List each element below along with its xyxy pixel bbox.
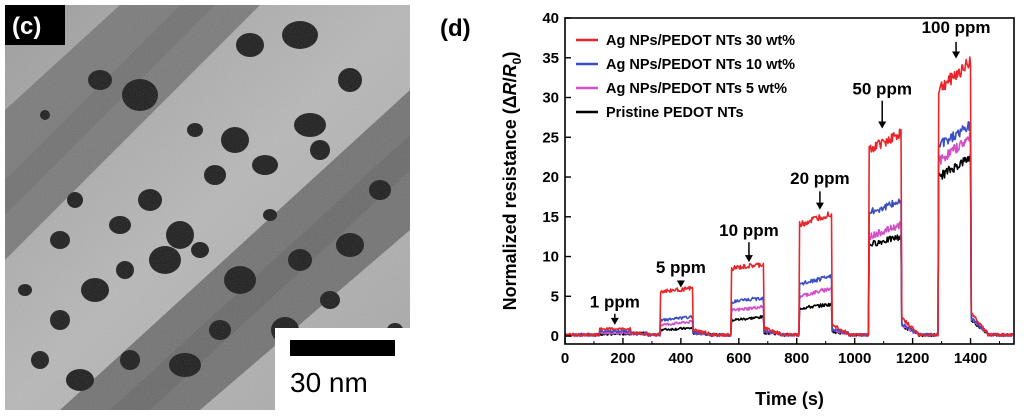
x-tick-label-5: 1000 bbox=[838, 350, 871, 367]
tem-image: (c) 30 nm bbox=[5, 5, 410, 410]
pulse-arrow-head-2 bbox=[744, 255, 753, 263]
y-axis-label-slash: / bbox=[500, 77, 520, 82]
legend: Ag NPs/PEDOT NTs 30 wt% Ag NPs/PEDOT NTs … bbox=[576, 33, 795, 121]
plot-frame bbox=[564, 17, 1015, 345]
x-tick-label-7: 1400 bbox=[954, 350, 987, 367]
pulse-arrow-head-4 bbox=[878, 121, 887, 129]
y-tick-label-2: 10 bbox=[542, 249, 559, 266]
y-tick-label-8: 40 bbox=[542, 10, 559, 27]
y-tick-label-4: 20 bbox=[542, 169, 559, 186]
panel-c-label: (c) bbox=[12, 13, 41, 40]
pulse-label-5: 100 ppm bbox=[922, 18, 991, 37]
y-axis-label-r: R bbox=[500, 82, 520, 95]
pulse-label-4: 50 ppm bbox=[852, 79, 912, 98]
y-axis-label-delta: Δ bbox=[500, 95, 520, 108]
x-tick-label-3: 600 bbox=[726, 350, 751, 367]
pulse-label-3: 20 ppm bbox=[790, 169, 850, 188]
scale-bar bbox=[290, 340, 395, 356]
legend-label-0: Ag NPs/PEDOT NTs 30 wt% bbox=[606, 33, 795, 49]
pulse-label-1: 5 ppm bbox=[656, 258, 706, 277]
y-axis-label-r0: R bbox=[500, 64, 520, 77]
y-axis-label-suffix: ) bbox=[500, 52, 520, 58]
series-group bbox=[564, 56, 1014, 337]
x-axis-label: Time (s) bbox=[755, 389, 824, 409]
pulse-arrow-head-0 bbox=[610, 317, 619, 325]
x-tick-label-6: 1200 bbox=[896, 350, 929, 367]
legend-label-2: Ag NPs/PEDOT NTs 5 wt% bbox=[606, 81, 787, 97]
y-tick-label-0: 0 bbox=[551, 328, 559, 345]
legend-label-1: Ag NPs/PEDOT NTs 10 wt% bbox=[606, 57, 795, 73]
y-tick-label-5: 25 bbox=[542, 129, 559, 146]
scale-bar-label: 30 nm bbox=[290, 367, 368, 398]
y-axis-label: Normalized resistance (ΔR/R0) bbox=[500, 52, 524, 311]
pulse-arrow-head-3 bbox=[815, 202, 824, 210]
y-axis-label-sub: 0 bbox=[510, 57, 524, 64]
x-tick-label-0: 0 bbox=[561, 350, 569, 367]
gas-response-chart-panel: (d) 1 ppm 5 ppm 10 ppm 20 ppm 50 ppm 100 ppm … bbox=[420, 0, 1024, 415]
pulse-label-0: 1 ppm bbox=[590, 292, 640, 311]
y-axis-label-prefix: Normalized resistance ( bbox=[500, 108, 520, 310]
series-line-0 bbox=[564, 56, 1014, 337]
pulse-label-2: 10 ppm bbox=[719, 221, 779, 240]
y-tick-label-1: 5 bbox=[551, 288, 559, 305]
y-tick-label-3: 15 bbox=[542, 209, 559, 226]
y-tick-label-6: 30 bbox=[542, 90, 559, 107]
pulse-arrow-head-5 bbox=[952, 51, 961, 59]
x-tick-label-2: 400 bbox=[668, 350, 693, 367]
y-tick-label-7: 35 bbox=[542, 50, 559, 67]
panel-d-label: (d) bbox=[440, 15, 471, 42]
legend-label-3: Pristine PEDOT NTs bbox=[606, 105, 744, 121]
panel-c-label-box bbox=[5, 5, 65, 45]
annotations: 1 ppm 5 ppm 10 ppm 20 ppm 50 ppm 100 ppm bbox=[590, 18, 991, 325]
pulse-arrow-head-1 bbox=[676, 280, 685, 288]
axes: 0 200 400 600 800 1000 1200 1400 0 5 10 15 20 25 30 35 4… bbox=[542, 10, 1015, 367]
x-tick-label-4: 800 bbox=[784, 350, 809, 367]
x-tick-label-1: 200 bbox=[610, 350, 635, 367]
tem-micrograph-panel: (c) 30 nm bbox=[0, 0, 410, 410]
